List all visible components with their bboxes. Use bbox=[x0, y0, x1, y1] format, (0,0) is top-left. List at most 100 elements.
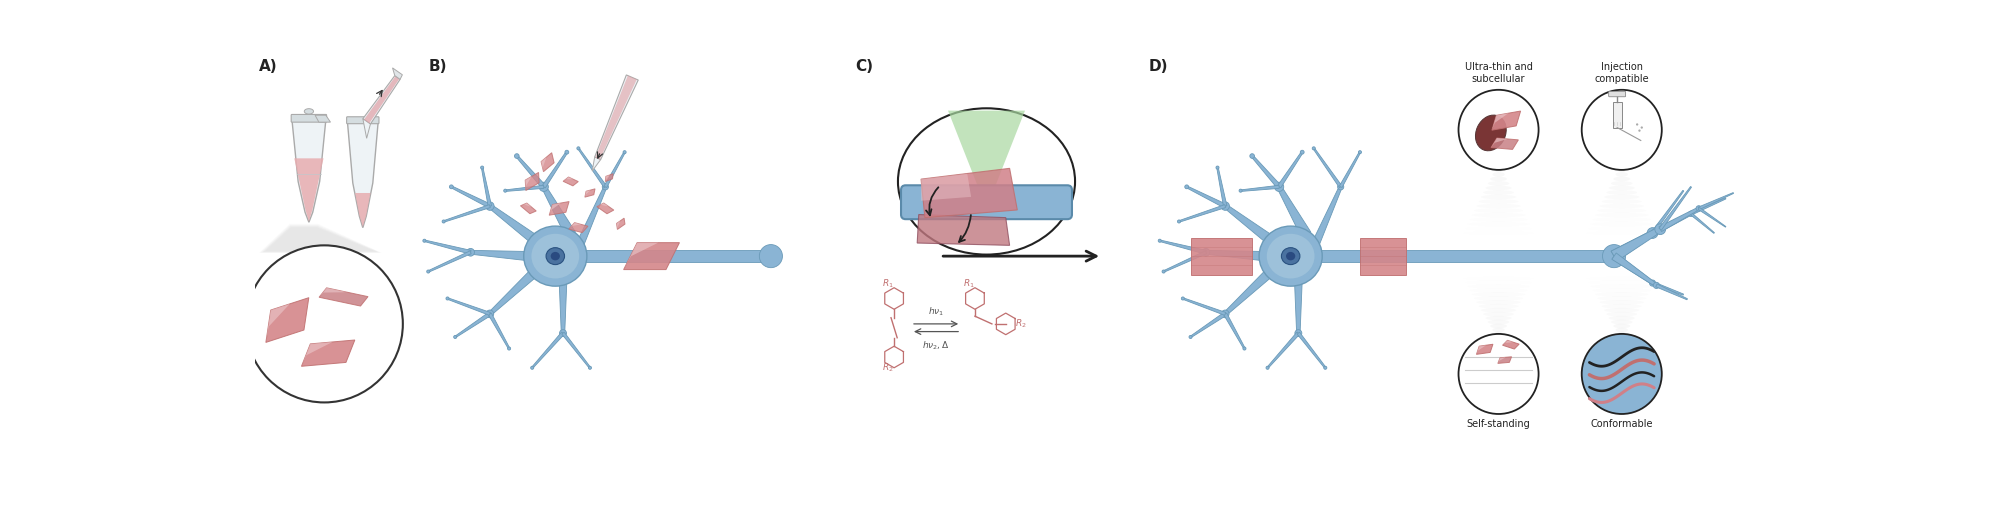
Polygon shape bbox=[542, 185, 576, 237]
Polygon shape bbox=[320, 288, 368, 306]
Ellipse shape bbox=[540, 182, 548, 192]
Polygon shape bbox=[1612, 102, 1622, 128]
Polygon shape bbox=[1340, 152, 1360, 188]
Ellipse shape bbox=[1618, 168, 1626, 172]
Circle shape bbox=[1458, 334, 1538, 414]
Polygon shape bbox=[392, 68, 402, 79]
Ellipse shape bbox=[1274, 182, 1284, 192]
Polygon shape bbox=[1278, 152, 1304, 188]
Polygon shape bbox=[1492, 138, 1518, 149]
FancyBboxPatch shape bbox=[346, 117, 378, 124]
Ellipse shape bbox=[1614, 323, 1630, 328]
Polygon shape bbox=[1476, 344, 1492, 354]
Ellipse shape bbox=[1178, 220, 1180, 223]
Polygon shape bbox=[604, 152, 626, 188]
Ellipse shape bbox=[1688, 211, 1694, 217]
Ellipse shape bbox=[760, 245, 782, 268]
Text: Injection
compatible: Injection compatible bbox=[1594, 62, 1650, 84]
Ellipse shape bbox=[1338, 184, 1344, 190]
Polygon shape bbox=[1502, 340, 1514, 345]
Ellipse shape bbox=[1490, 177, 1508, 181]
Ellipse shape bbox=[560, 330, 566, 337]
Ellipse shape bbox=[1260, 226, 1322, 286]
Ellipse shape bbox=[480, 166, 484, 169]
Text: $R_2$: $R_2$ bbox=[1016, 317, 1026, 330]
Polygon shape bbox=[1698, 193, 1734, 210]
Polygon shape bbox=[488, 313, 510, 349]
Ellipse shape bbox=[1616, 328, 1628, 332]
Ellipse shape bbox=[504, 189, 506, 192]
Polygon shape bbox=[532, 332, 564, 368]
Ellipse shape bbox=[1294, 330, 1302, 337]
Ellipse shape bbox=[588, 366, 592, 369]
Polygon shape bbox=[1240, 185, 1280, 192]
Polygon shape bbox=[520, 203, 536, 214]
Text: $R_2$: $R_2$ bbox=[882, 361, 894, 374]
Polygon shape bbox=[1312, 186, 1342, 246]
Polygon shape bbox=[594, 75, 638, 159]
Polygon shape bbox=[1492, 111, 1520, 130]
Polygon shape bbox=[362, 119, 370, 138]
Text: $h\nu_1$: $h\nu_1$ bbox=[928, 306, 944, 318]
Ellipse shape bbox=[1240, 189, 1242, 192]
Ellipse shape bbox=[1162, 270, 1166, 273]
FancyBboxPatch shape bbox=[902, 185, 1072, 219]
Ellipse shape bbox=[514, 154, 520, 158]
Polygon shape bbox=[356, 193, 370, 227]
Ellipse shape bbox=[1266, 366, 1270, 369]
Polygon shape bbox=[584, 189, 596, 197]
Polygon shape bbox=[266, 304, 290, 342]
Text: C): C) bbox=[856, 59, 874, 74]
Ellipse shape bbox=[1300, 150, 1304, 154]
Polygon shape bbox=[1190, 312, 1226, 338]
Ellipse shape bbox=[1286, 252, 1296, 261]
Circle shape bbox=[1458, 90, 1538, 170]
Polygon shape bbox=[1224, 204, 1274, 245]
Polygon shape bbox=[576, 186, 606, 246]
Polygon shape bbox=[488, 204, 540, 245]
Ellipse shape bbox=[1602, 245, 1626, 268]
Polygon shape bbox=[1360, 238, 1406, 274]
Polygon shape bbox=[580, 250, 770, 262]
Polygon shape bbox=[922, 168, 1018, 218]
Ellipse shape bbox=[1358, 151, 1362, 154]
Text: $R_1$: $R_1$ bbox=[882, 277, 894, 290]
Ellipse shape bbox=[1222, 310, 1230, 318]
Circle shape bbox=[1582, 334, 1662, 414]
Polygon shape bbox=[1182, 298, 1226, 315]
Polygon shape bbox=[470, 250, 528, 261]
Polygon shape bbox=[1164, 251, 1206, 272]
Polygon shape bbox=[1266, 332, 1300, 368]
Polygon shape bbox=[1294, 281, 1302, 333]
Polygon shape bbox=[606, 175, 610, 181]
Polygon shape bbox=[302, 342, 332, 366]
Circle shape bbox=[1638, 129, 1640, 132]
Ellipse shape bbox=[1220, 202, 1230, 211]
Polygon shape bbox=[482, 168, 492, 206]
Polygon shape bbox=[606, 174, 614, 181]
Polygon shape bbox=[520, 203, 532, 207]
Ellipse shape bbox=[1614, 177, 1630, 181]
Ellipse shape bbox=[1494, 168, 1502, 172]
Ellipse shape bbox=[1202, 248, 1210, 256]
Polygon shape bbox=[918, 215, 1010, 245]
Ellipse shape bbox=[898, 108, 1076, 254]
Polygon shape bbox=[596, 203, 614, 214]
Polygon shape bbox=[1492, 138, 1508, 148]
Ellipse shape bbox=[1648, 227, 1658, 239]
Ellipse shape bbox=[304, 109, 314, 114]
Ellipse shape bbox=[1696, 206, 1702, 211]
Ellipse shape bbox=[1476, 115, 1506, 151]
Polygon shape bbox=[1698, 207, 1726, 227]
Polygon shape bbox=[596, 76, 636, 159]
Polygon shape bbox=[542, 153, 554, 172]
Polygon shape bbox=[526, 176, 532, 191]
Text: Ultra-thin and
subcellular: Ultra-thin and subcellular bbox=[1464, 62, 1532, 84]
Polygon shape bbox=[1652, 190, 1684, 234]
Text: D): D) bbox=[1148, 59, 1168, 74]
Polygon shape bbox=[1656, 284, 1688, 300]
Text: A): A) bbox=[258, 59, 278, 74]
Polygon shape bbox=[526, 172, 540, 191]
Ellipse shape bbox=[1158, 239, 1162, 242]
Ellipse shape bbox=[1182, 297, 1184, 300]
